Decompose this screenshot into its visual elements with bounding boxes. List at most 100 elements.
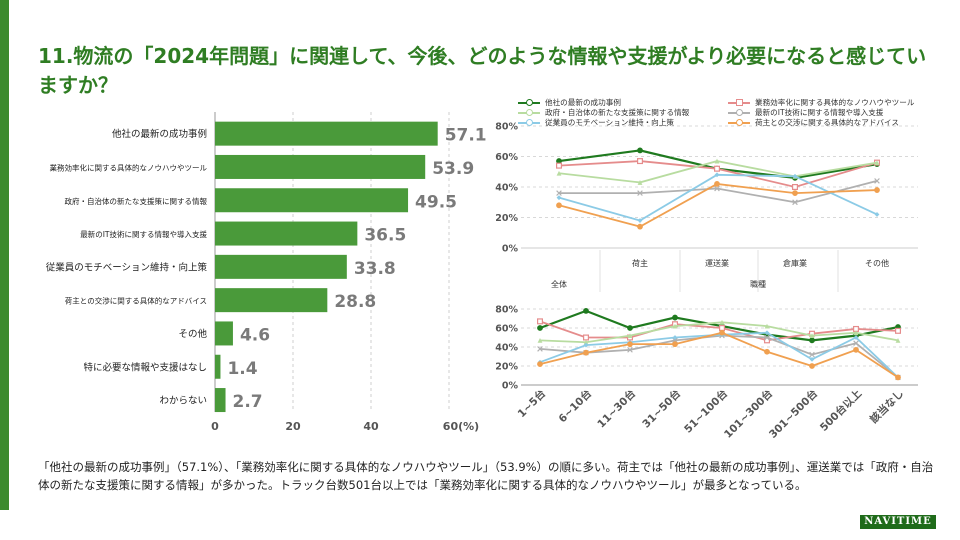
bar (215, 354, 221, 379)
bar-category-label: わからない (159, 396, 207, 407)
line-series (539, 331, 899, 379)
line-point (764, 330, 770, 336)
bar-tick-label: 20 (285, 420, 301, 433)
line-point (853, 340, 859, 347)
line-point (719, 329, 725, 336)
bar-category-label: 業務効率化に関する具体的なノウハウやツール (50, 162, 208, 172)
line-point (809, 337, 815, 344)
legend-marker (526, 109, 533, 116)
line-point (536, 318, 543, 325)
line-point (672, 341, 678, 348)
line-point (627, 325, 633, 331)
line-point (537, 361, 543, 368)
line-point (537, 325, 543, 331)
line-point (809, 351, 815, 358)
bar-category-label: 最新のIT技術に関する情報や導入支援 (80, 229, 207, 239)
line-point (637, 218, 643, 223)
bar (215, 221, 358, 246)
legend-label: 業務効率化に関する具体的なノウハウやツール (755, 98, 915, 107)
line-point (556, 202, 562, 209)
legend-marker (736, 109, 743, 116)
line-point-stroke (627, 347, 633, 353)
bar-value-label: 2.7 (233, 392, 263, 412)
legend-label: 他社の最新の成功事例 (545, 98, 621, 107)
bar-category-label: その他 (178, 328, 207, 340)
bar-value-label: 36.5 (364, 226, 406, 246)
line-point (672, 323, 678, 329)
bar-category-label: 特に必要な情報や支援はなし (83, 361, 207, 373)
bar (215, 121, 438, 146)
line-point (853, 335, 859, 340)
line-point (583, 339, 589, 345)
line-point (672, 314, 678, 321)
bar-value-label: 53.9 (432, 159, 474, 179)
bar-category-label: 従業員のモチベーション維持・向上策 (46, 261, 208, 273)
bar-category-label: 荷主との交渉に関する具体的なアドバイス (65, 296, 207, 306)
line-category-label: 運送業 (705, 258, 729, 268)
line-point (672, 335, 678, 340)
bar (215, 254, 347, 279)
line-y-tick-label: 60% (495, 152, 518, 163)
line-point (636, 158, 643, 165)
line-point (718, 325, 725, 332)
line-point (627, 347, 633, 353)
line-x-tick-label: 51~100台 (681, 387, 730, 436)
line-x-tick-label: 1~5台 (515, 387, 548, 420)
line-point (791, 184, 798, 191)
line-point-stroke (792, 199, 798, 206)
line-point (583, 342, 589, 348)
bar-value-label: 1.4 (227, 359, 257, 379)
line-point (556, 195, 562, 201)
line-point (627, 333, 633, 338)
line-point-stroke (764, 334, 770, 341)
bar-value-label: 28.8 (334, 292, 376, 312)
line-point-stroke (637, 190, 643, 196)
legend-marker (736, 119, 743, 126)
line-point-stroke (853, 340, 859, 347)
line-point (792, 173, 798, 179)
page-title: 11.物流の「2024年問題」に関連して、今後、どのような情報や支援がより必要に… (38, 44, 927, 97)
line-point (637, 190, 643, 196)
line-y-tick-label: 0% (502, 244, 519, 255)
line-point (764, 334, 770, 341)
line-x-tick-label: 6~10台 (556, 387, 594, 425)
line-point (583, 308, 589, 314)
bar-value-label: 4.6 (240, 325, 270, 345)
line-point (792, 199, 798, 206)
summary-text: 「他社の最新の成功事例」（57.1%）、「業務効率化に関する具体的なノウハウやツ… (38, 460, 934, 492)
line-point (713, 165, 720, 172)
line-y-tick-label: 40% (495, 183, 518, 194)
legend-marker (526, 119, 533, 126)
line-x-tick-label: 該当なし (867, 387, 906, 426)
legend-marker (736, 99, 743, 106)
line-point (627, 341, 633, 348)
line-y-tick-label: 0% (502, 381, 519, 392)
line-point (537, 337, 543, 343)
line-point (583, 349, 589, 356)
line-point (895, 374, 901, 381)
line-point (637, 180, 643, 185)
bar-category-label: 他社の最新の成功事例 (112, 128, 207, 140)
bar-tick-label: 60(%) (443, 420, 479, 433)
line-point (637, 147, 643, 154)
line-point-stroke (556, 190, 562, 196)
bar-tick-label: 40 (363, 420, 379, 433)
line-point (874, 178, 880, 184)
legend-label: 荷主との交渉に関する具体的なアドバイス (755, 118, 899, 127)
line-x-tick-label: 301~500台 (766, 387, 820, 441)
bar-value-label: 49.5 (415, 192, 457, 212)
line-point-stroke (714, 185, 720, 192)
line-x-tick-label: 11~30台 (595, 387, 639, 431)
line-point (556, 190, 562, 196)
line-point (537, 346, 543, 352)
line-category-label: 倉庫業 (783, 258, 807, 268)
line-category-label: 荷主 (632, 258, 648, 268)
line-category-label: その他 (865, 258, 889, 268)
line-point (894, 327, 901, 334)
line-point (582, 334, 589, 341)
line-point (719, 319, 725, 325)
line-y-tick-label: 20% (495, 362, 518, 373)
line-group-label: 職種 (750, 279, 766, 289)
line-point (853, 330, 859, 336)
line-point (874, 187, 880, 193)
